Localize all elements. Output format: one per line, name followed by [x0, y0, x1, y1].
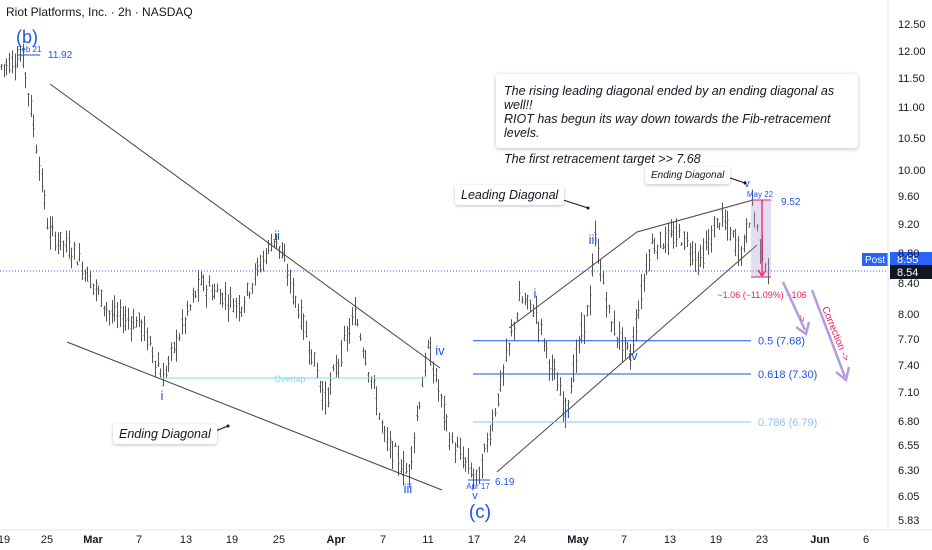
wave-label: i [534, 286, 537, 301]
measure-box [751, 200, 771, 277]
ending-diagonal-pointer-dot [226, 424, 230, 428]
chart-title: Riot Platforms, Inc. · 2h · NASDAQ [6, 5, 193, 19]
price-tick-label: 6.80 [898, 416, 919, 428]
price-tick-label: 5.83 [898, 515, 919, 527]
wave-label: ii [564, 406, 570, 421]
leading-diagonal-lower-line [496, 244, 758, 473]
fib-level-label: 0.5 (7.68) [758, 336, 805, 348]
ending-diagonal-lower-line [66, 341, 443, 491]
price-tick-label: 8.00 [898, 309, 919, 321]
ending-diagonal-label-right: Ending Diagonal [645, 167, 731, 184]
price-tick-label: 7.40 [898, 360, 919, 372]
projection-arrow-long [810, 289, 847, 378]
note-line-2: RIOT has begun its way down towards the … [504, 112, 831, 140]
measure-label: −1.06 (−11.09%) −106 [717, 290, 806, 300]
measure-arrow-head [757, 269, 767, 278]
post-tag [862, 253, 888, 266]
fib-level-label: 0.618 (7.30) [758, 369, 817, 381]
price-tick-label: 6.55 [898, 440, 919, 452]
time-tick-label: 23 [756, 534, 768, 546]
price-tick-label: 8.80 [898, 248, 919, 260]
time-tick-label: 7 [136, 534, 142, 546]
low-date-label: Apr 17 [466, 482, 490, 491]
time-tick-label: Mar [83, 534, 103, 546]
last-price-label: 8.54 [897, 267, 918, 279]
time-tick-label: 19 [0, 534, 10, 546]
wave-label: v [472, 490, 478, 502]
time-tick-label: 13 [180, 534, 192, 546]
wave-label: iv [628, 348, 638, 363]
note-line-1: The rising leading diagonal ended by an … [504, 84, 835, 112]
high-date-label: May 22 [747, 190, 774, 199]
price-tick-label: 9.60 [898, 191, 919, 203]
low-price-label: 6.19 [495, 477, 515, 488]
short-arrow-label: -> [796, 313, 807, 324]
leading-diagonal-label: Leading Diagonal [455, 185, 565, 205]
time-axis: 19 25 Mar 7 13 19 25 Apr 7 11 17 24 May 7 13 19 23 Jun 6 [0, 529, 932, 546]
candlestick-series [0, 43, 770, 489]
time-tick-label: 24 [514, 534, 526, 546]
time-tick-label: 7 [621, 534, 627, 546]
projection-arrow-short-head [795, 321, 811, 337]
peak-date-label: Feb 21 [17, 45, 42, 54]
time-tick-label: 17 [468, 534, 480, 546]
price-tick-label: 12.50 [898, 19, 926, 31]
post-tag-label: Post [865, 255, 885, 266]
high-price-label: 9.52 [781, 197, 801, 208]
time-tick-label: 11 [422, 534, 433, 546]
price-tick-label: 8.40 [898, 278, 919, 290]
wave-label: i [161, 388, 164, 403]
price-tick-label: 9.20 [898, 219, 919, 231]
leading-diagonal-upper-line [508, 199, 754, 329]
time-tick-label: 25 [273, 534, 285, 546]
fib-level-label: 0.786 (6.79) [758, 417, 817, 429]
price-tick-label: 11.00 [898, 102, 925, 114]
time-tick-label: May [567, 534, 589, 546]
price-axis: 12.50 12.00 11.50 11.00 10.50 10.00 9.60 9.20 8.… [887, 0, 926, 530]
post-price-label: 8.55 [897, 254, 918, 266]
wave-label: v [744, 178, 750, 190]
time-tick-label: Apr [327, 534, 347, 546]
wave-label: ii [274, 228, 280, 243]
peak-price-label: 11.92 [48, 50, 73, 61]
wave-label: iv [435, 343, 445, 358]
price-tick-label: 6.05 [898, 491, 919, 503]
analysis-note: The rising leading diagonal ended by an … [496, 74, 858, 166]
price-tick-label: 7.10 [898, 387, 919, 399]
time-tick-label: 19 [710, 534, 722, 546]
price-tick-label: 6.30 [898, 465, 919, 477]
overlap-label: Overlap [274, 374, 306, 384]
last-price-tag [890, 265, 932, 279]
time-tick-label: 19 [226, 534, 238, 546]
wave-label: iii [589, 232, 598, 247]
note-line-3: The first retracement target >> 7.68 [504, 152, 701, 166]
wave-label: (c) [469, 502, 491, 523]
ending-diagonal-upper-line [49, 83, 441, 369]
time-tick-label: 7 [380, 534, 386, 546]
price-tick-label: 10.50 [898, 133, 926, 145]
projection-arrow-long-head [835, 366, 851, 383]
chart-overlays: Overlap 0.5 (7.68) 0.618 (7.30) 0.786 (6.79… [0, 27, 932, 523]
leading-diagonal-pointer-dot [586, 206, 590, 210]
time-tick-label: 25 [41, 534, 53, 546]
price-tick-label: 10.00 [898, 165, 926, 177]
time-tick-label: 6 [863, 534, 869, 546]
post-price-tag [890, 252, 932, 266]
price-tick-label: 12.00 [898, 46, 926, 58]
projection-arrow-short [781, 281, 807, 331]
price-tick-label: 7.70 [898, 334, 919, 346]
time-tick-label: 13 [664, 534, 676, 546]
price-tick-label: 11.50 [898, 73, 925, 85]
ending-diagonal-right-pointer-dot [743, 181, 747, 185]
time-tick-label: Jun [810, 534, 830, 546]
ending-diagonal-label-left: Ending Diagonal [113, 424, 217, 444]
wave-label: iii [404, 481, 413, 496]
wave-label: (b) [16, 27, 38, 47]
